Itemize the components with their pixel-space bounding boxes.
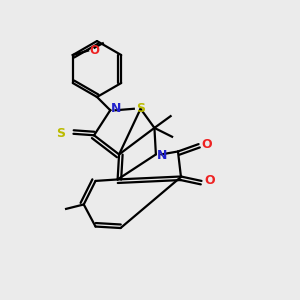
Text: S: S (136, 102, 145, 115)
Text: O: O (90, 44, 100, 56)
Text: N: N (158, 149, 168, 162)
Text: O: O (202, 138, 212, 151)
Text: O: O (205, 174, 215, 188)
Text: S: S (56, 127, 65, 140)
Text: N: N (111, 102, 122, 115)
